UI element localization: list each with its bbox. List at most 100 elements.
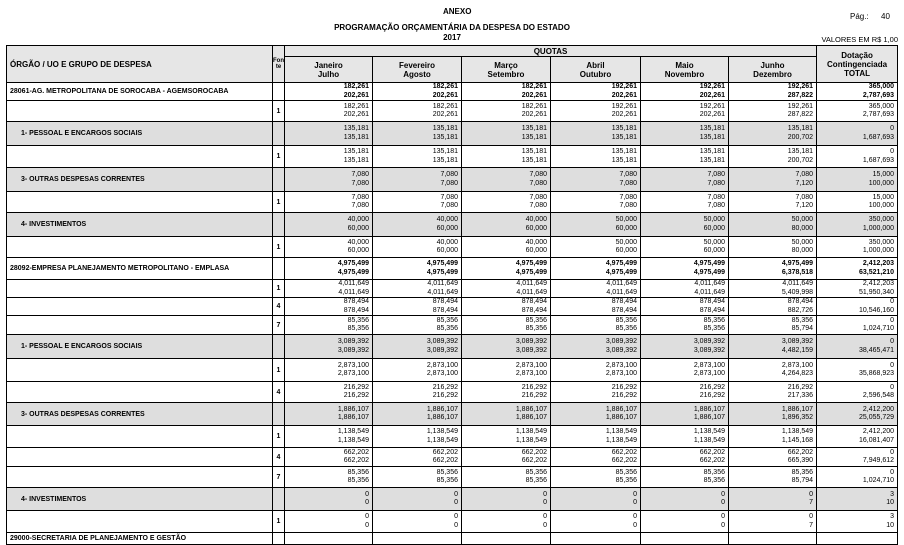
value: 662,202 <box>521 448 547 456</box>
value-cell: 50,000 80,000 <box>727 236 818 258</box>
value: 7,080 <box>351 193 369 201</box>
value: 1,886,107 <box>337 405 369 413</box>
value: 3 <box>890 490 895 498</box>
value-cell: 7,080 7,080 <box>461 167 551 192</box>
value-cell: 85,356 85,356 <box>372 466 462 488</box>
value: 50,000 <box>703 216 725 223</box>
value: 202,261 <box>521 111 547 118</box>
value: 60,000 <box>615 247 637 254</box>
value: 2,873,100 <box>781 361 814 369</box>
table-row: 7 85,356 85,356 85,356 85,356 85,356 85,356 85,… <box>6 315 899 335</box>
value: 10 <box>886 499 895 506</box>
value-cell: 85,356 85,356 <box>461 466 551 488</box>
value-cell: 85,356 85,356 <box>284 466 373 488</box>
value-cell: 192,261 287,822 <box>727 100 818 122</box>
value: 1,886,107 <box>693 414 725 421</box>
fonte: 7 <box>272 315 285 335</box>
value-cell: 1,138,549 1,138,549 <box>372 425 462 448</box>
value-cell: 0 1,687,693 <box>816 121 899 146</box>
value-cell: 2,873,100 2,873,100 <box>640 358 729 382</box>
value: 85,356 <box>525 468 547 476</box>
value-cell: 0 10,546,160 <box>816 297 899 316</box>
value: 202,261 <box>611 111 637 118</box>
value-cell: 0 38,465,471 <box>816 334 899 359</box>
fonte <box>272 532 285 545</box>
value: 192,261 <box>611 102 637 110</box>
value-cell <box>640 532 729 545</box>
value: 7,080 <box>707 179 725 187</box>
value-cell: 40,000 60,000 <box>461 212 551 237</box>
value: 662,202 <box>699 457 725 464</box>
row-label <box>6 510 273 533</box>
value-cell: 40,000 60,000 <box>284 212 373 237</box>
value: 85,356 <box>703 325 725 332</box>
value-cell: 662,202 665,390 <box>727 447 818 467</box>
value-cell: 878,494 882,726 <box>727 297 818 316</box>
value: 0 <box>890 316 895 324</box>
value-cell: 40,000 60,000 <box>284 236 373 258</box>
value: 85,356 <box>703 316 725 324</box>
value: 287,822 <box>787 111 814 118</box>
row-label <box>6 297 273 316</box>
col-month: Janeiro Julho <box>284 56 373 83</box>
value: 878,494 <box>343 298 369 306</box>
row-label: 3- OUTRAS DESPESAS CORRENTES <box>6 167 273 192</box>
value: 135,181 <box>432 148 458 155</box>
value-cell: 216,292 216,292 <box>640 381 729 403</box>
value: 0 <box>454 521 458 529</box>
value-cell <box>372 532 462 545</box>
value-cell: 7,080 7,080 <box>284 167 373 192</box>
value: 1,886,107 <box>781 405 814 413</box>
value-cell <box>550 532 641 545</box>
value-cell: 2,412,200 25,055,729 <box>816 402 899 426</box>
month-name: Junho <box>760 60 785 70</box>
doc-title: ANEXO <box>443 7 472 16</box>
value: 4,011,649 <box>427 288 458 296</box>
value-cell: 135,181 135,181 <box>461 121 551 146</box>
value: 878,494 <box>521 306 547 314</box>
value-cell: 3 10 <box>816 487 899 511</box>
value: 2,873,100 <box>693 361 725 369</box>
value: 216,292 <box>432 392 458 399</box>
value: 135,181 <box>432 125 458 132</box>
value-cell: 0 1,024,710 <box>816 315 899 335</box>
value: 4,011,649 <box>516 288 547 296</box>
value: 3 <box>890 513 895 520</box>
value: 0 <box>890 148 895 155</box>
page-number: 40 <box>881 12 890 21</box>
value: 1,138,549 <box>426 428 458 435</box>
value-cell: 4,975,499 4,975,499 <box>461 257 551 280</box>
value-cell: 4,975,499 4,975,499 <box>284 257 373 280</box>
table-row: 4- INVESTIMENTOS 40,000 60,000 40,000 60,000… <box>6 212 899 237</box>
row-label: 1- PESSOAL E ENCARGOS SOCIAIS <box>6 121 273 146</box>
value-cell: 2,873,100 2,873,100 <box>372 358 462 382</box>
value: 40,000 <box>347 216 369 223</box>
row-label: 29000-SECRETARIA DE PLANEJAMENTO E GESTÃ… <box>6 532 273 545</box>
fonte <box>272 257 285 280</box>
value-cell: 85,356 85,356 <box>372 315 462 335</box>
value-cell: 7,080 7,080 <box>284 191 373 213</box>
value-cell: 1,886,107 1,886,107 <box>640 402 729 426</box>
value-cell: 7,080 7,080 <box>640 191 729 213</box>
value-cell: 4,011,649 4,011,649 <box>284 279 373 298</box>
value: 878,494 <box>521 298 547 306</box>
value-cell: 662,202 662,202 <box>284 447 373 467</box>
value: 1,024,710 <box>862 477 895 484</box>
month-name: Abril <box>586 60 605 70</box>
value: 135,181 <box>787 148 814 155</box>
value: 4,975,499 <box>426 268 458 276</box>
value-cell: 0 1,687,693 <box>816 145 899 168</box>
value: 1,138,549 <box>693 436 725 444</box>
value-cell: 2,873,100 2,873,100 <box>550 358 641 382</box>
value: 60,000 <box>703 224 725 232</box>
value: 7,080 <box>440 202 458 209</box>
value: 85,356 <box>436 325 458 332</box>
value-cell: 365,000 2,787,693 <box>816 100 899 122</box>
value: 287,822 <box>787 91 814 99</box>
value-cell: 192,261 287,822 <box>727 82 818 101</box>
